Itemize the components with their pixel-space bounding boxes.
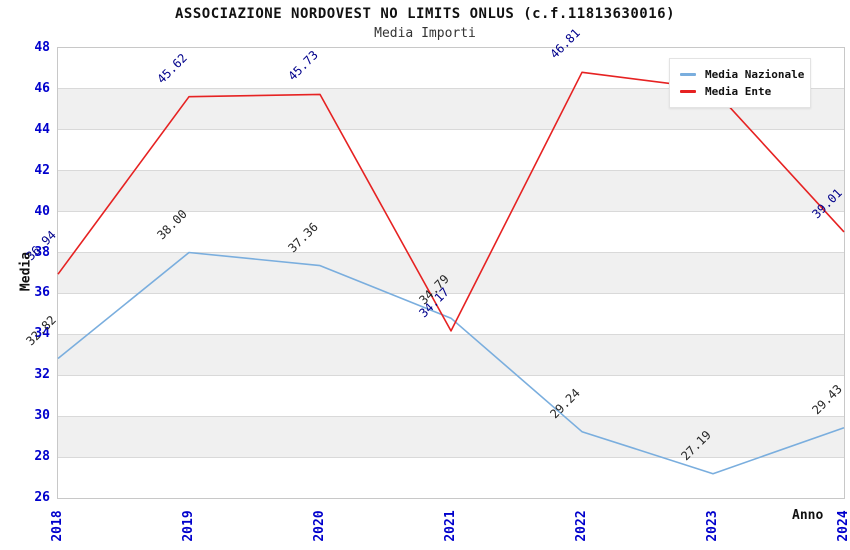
gridline (58, 129, 844, 131)
gridline (58, 88, 844, 90)
legend-label: Media Nazionale (705, 68, 805, 81)
y-tick-label: 32 (34, 367, 50, 383)
y-tick-label: 34 (34, 326, 50, 342)
series-line-media-nazionale (57, 251, 845, 475)
gridline (58, 374, 844, 376)
x-tick-label: 2024 (836, 510, 850, 542)
chart-title: ASSOCIAZIONE NORDOVEST NO LIMITS ONLUS (… (174, 6, 675, 22)
legend-label: Media Ente (705, 85, 772, 98)
y-tick-label: 46 (34, 80, 50, 96)
gridline (58, 292, 844, 294)
y-tick-label: 38 (34, 244, 50, 260)
plot-band (58, 293, 844, 335)
x-tick-label: 2022 (574, 510, 589, 542)
gridline (58, 252, 844, 254)
gridline (58, 170, 844, 172)
x-tick-label: 2019 (181, 510, 196, 542)
legend-line-marker-icon (680, 90, 696, 93)
gridline (58, 415, 844, 417)
gridline (58, 211, 844, 213)
y-tick-label: 28 (34, 449, 50, 465)
gridline (58, 456, 844, 458)
x-tick-label: 2018 (50, 510, 65, 542)
y-tick-label: 40 (34, 203, 50, 219)
y-tick-label: 36 (34, 285, 50, 301)
legend: Media Nazionale Media Ente (669, 58, 811, 108)
plot-band (58, 170, 844, 212)
legend-item: Media Nazionale (680, 66, 805, 83)
plot-band (58, 129, 844, 171)
plot-band (58, 252, 844, 294)
x-tick-label: 2021 (443, 510, 458, 542)
plot-band (58, 375, 844, 417)
x-axis-title: Anno (792, 508, 824, 523)
y-tick-label: 42 (34, 162, 50, 178)
chart-subtitle: Media Importi (374, 26, 476, 41)
legend-item: Media Ente (680, 83, 802, 100)
y-tick-label: 44 (34, 121, 50, 137)
plot-band (58, 334, 844, 376)
plot-band (58, 457, 844, 498)
y-tick-label: 30 (34, 408, 50, 424)
series-lines (57, 71, 845, 475)
gridline (58, 333, 844, 335)
plot-band (58, 211, 844, 253)
x-tick-label: 2020 (312, 510, 327, 542)
y-tick-label: 26 (34, 490, 50, 505)
x-tick-label: 2023 (705, 510, 720, 542)
plot-area: 32.82 38.00 37.36 34.79 29.24 27.19 29.43 36.94… (23, 26, 850, 541)
legend-line-marker-icon (680, 73, 696, 76)
y-tick-label: 48 (34, 40, 50, 55)
series-line-media-ente (57, 71, 845, 332)
plot-band (58, 416, 844, 458)
